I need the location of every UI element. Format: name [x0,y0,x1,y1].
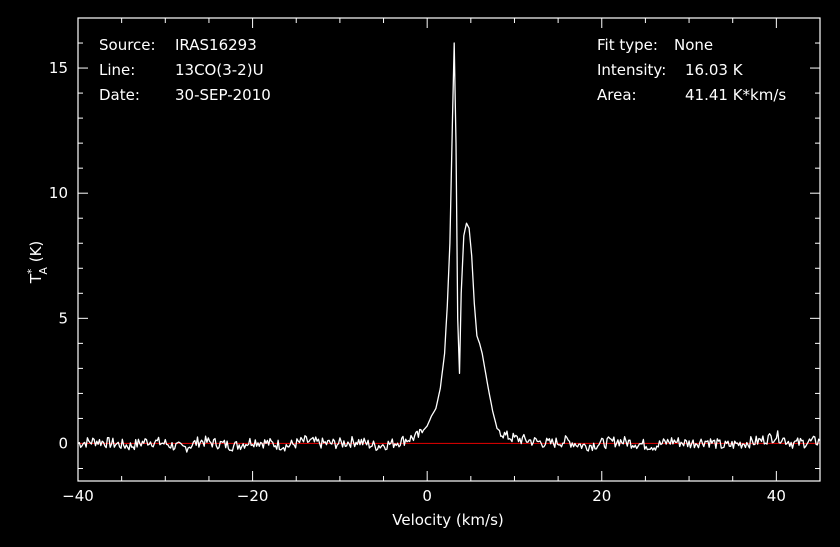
source-value: IRAS16293 [175,36,257,54]
x-tick-label: 0 [422,487,432,505]
spectrum-line [77,42,821,453]
plot-frame [77,17,821,482]
y-axis-label-main: T [27,273,45,284]
fit-type-value: None [674,36,713,54]
line-label: Line: [99,61,135,79]
y-tick-label: 5 [58,309,68,327]
y-axis-label-super: * [25,268,38,274]
y-axis-label-unit: (K) [27,241,45,267]
x-axis-label: Velocity (km/s) [392,511,503,529]
area-value: 41.41 K*km/s [685,86,786,104]
header-right: Fit type: None Intensity: 16.03 K Area: … [597,36,786,104]
y-tick-label: 0 [58,434,68,452]
x-tick-label: 20 [592,487,611,505]
x-tick-label: −20 [237,487,269,505]
line-value: 13CO(3-2)U [175,61,264,79]
area-label: Area: [597,86,637,104]
date-value: 30-SEP-2010 [175,86,271,104]
y-axis-label-sub: A [37,267,50,275]
header-left: Source: IRAS16293 Line: 13CO(3-2)U Date:… [99,36,271,104]
source-label: Source: [99,36,156,54]
svg-text:T*A (K): T*A (K) [25,241,50,285]
y-tick-label: 10 [49,184,68,202]
intensity-value: 16.03 K [685,61,744,79]
tick-labels: −40 −20 0 20 40 0 5 10 15 [49,59,786,505]
intensity-label: Intensity: [597,61,666,79]
fit-type-label: Fit type: [597,36,658,54]
y-axis-label: T*A (K) [25,241,50,285]
x-tick-label: 40 [767,487,786,505]
y-tick-label: 15 [49,59,68,77]
date-label: Date: [99,86,140,104]
x-tick-label: −40 [62,487,94,505]
